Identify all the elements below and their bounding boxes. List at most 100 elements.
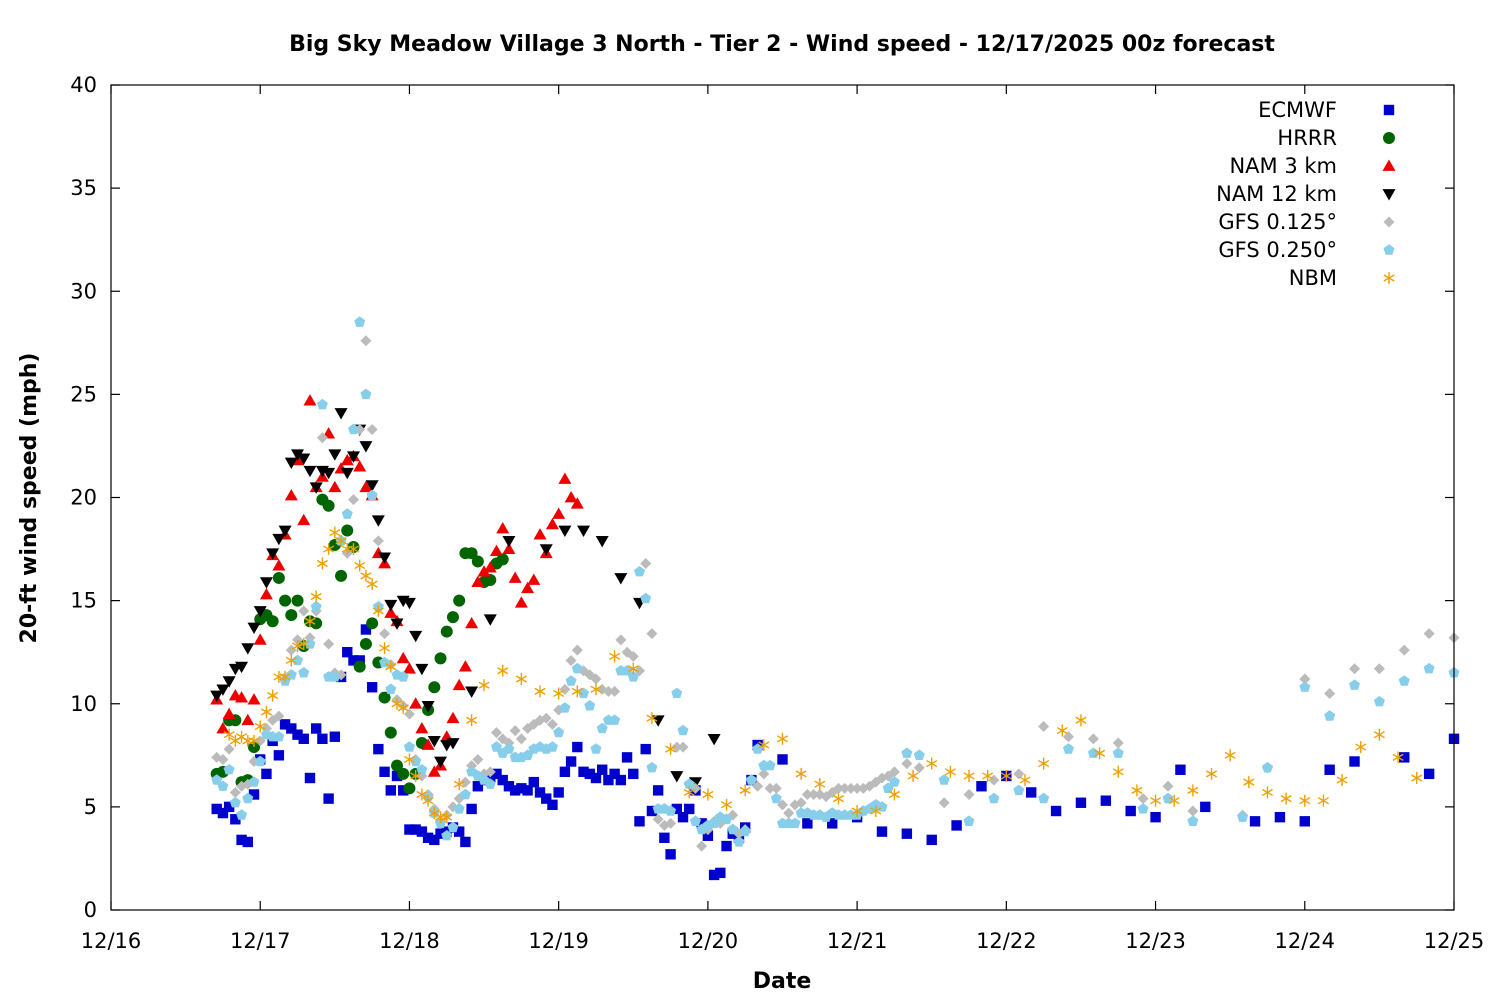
- data-point: [696, 840, 708, 852]
- data-point: [266, 615, 279, 628]
- data-point: [595, 535, 609, 548]
- data-point: [409, 697, 423, 709]
- data-point: [628, 768, 639, 780]
- data-point: [670, 771, 684, 783]
- data-point: [534, 685, 546, 698]
- data-point: [745, 774, 757, 785]
- data-point: [447, 821, 459, 833]
- data-point: [553, 687, 565, 700]
- data-point: [427, 765, 441, 777]
- data-point: [1336, 774, 1348, 787]
- data-point: [452, 678, 466, 691]
- data-point: [888, 788, 900, 801]
- data-point: [596, 722, 608, 734]
- data-point: [552, 507, 566, 519]
- data-point: [366, 578, 378, 591]
- data-point: [609, 768, 620, 780]
- data-point: [491, 768, 502, 780]
- data-point: [795, 767, 807, 780]
- data-point: [366, 682, 378, 693]
- data-point: [360, 388, 372, 400]
- x-tick-label: 12/22: [976, 929, 1037, 953]
- data-point: [621, 665, 633, 676]
- data-point: [752, 743, 764, 754]
- data-point: [471, 555, 484, 568]
- legend-marker: [1383, 104, 1395, 116]
- data-point: [310, 590, 322, 603]
- data-point: [211, 774, 223, 785]
- data-point: [484, 778, 496, 789]
- data-point: [870, 805, 882, 817]
- data-point: [1087, 733, 1099, 745]
- data-point: [322, 467, 336, 480]
- data-point: [304, 615, 316, 628]
- data-point: [259, 587, 273, 600]
- data-point: [346, 451, 360, 463]
- data-point: [484, 766, 496, 778]
- data-point: [651, 715, 665, 727]
- data-point: [514, 596, 528, 608]
- data-point: [534, 787, 546, 798]
- data-point: [316, 557, 328, 570]
- y-tick-label: 0: [84, 898, 97, 922]
- data-point: [851, 782, 863, 794]
- data-point: [702, 788, 714, 801]
- data-point: [390, 618, 404, 630]
- data-point: [427, 736, 441, 748]
- data-point: [1162, 792, 1174, 804]
- data-point: [247, 693, 261, 705]
- data-point: [216, 684, 230, 696]
- data-point: [248, 776, 260, 787]
- data-point: [696, 818, 707, 829]
- data-point: [385, 785, 396, 796]
- data-point: [1168, 794, 1180, 807]
- data-point: [640, 592, 652, 604]
- data-point: [590, 772, 602, 784]
- data-point: [465, 547, 478, 560]
- x-tick-label: 12/19: [528, 929, 589, 953]
- data-point: [353, 460, 367, 472]
- data-point: [515, 733, 527, 745]
- data-point: [379, 642, 391, 655]
- data-point: [323, 638, 335, 650]
- data-points: [210, 316, 1460, 881]
- data-point: [348, 423, 359, 435]
- data-point: [590, 743, 602, 754]
- data-point: [758, 739, 770, 751]
- data-point: [1349, 756, 1360, 767]
- data-point: [1317, 794, 1329, 807]
- data-point: [402, 662, 416, 674]
- data-point: [913, 749, 925, 760]
- data-point: [545, 517, 559, 530]
- data-point: [335, 569, 348, 582]
- data-point: [1013, 768, 1025, 780]
- data-point: [284, 457, 298, 469]
- data-point: [472, 753, 484, 765]
- data-point: [1299, 673, 1311, 685]
- data-point: [570, 497, 584, 509]
- data-point: [497, 664, 509, 677]
- data-point: [801, 789, 813, 800]
- data-point: [477, 565, 491, 577]
- data-point: [373, 743, 384, 755]
- series-gfs-0-250: [211, 316, 1460, 847]
- data-point: [1205, 767, 1218, 780]
- data-point: [310, 617, 323, 630]
- data-point: [614, 573, 628, 585]
- data-point: [707, 733, 721, 746]
- data-point: [434, 756, 448, 768]
- data-point: [1038, 757, 1050, 770]
- data-point: [913, 762, 925, 774]
- data-point: [1324, 687, 1336, 699]
- data-point: [683, 786, 695, 799]
- y-tick-label: 25: [70, 382, 97, 406]
- data-point: [533, 528, 547, 540]
- data-point: [384, 606, 398, 618]
- data-point: [665, 849, 676, 860]
- data-point: [938, 797, 950, 809]
- data-point: [428, 681, 441, 694]
- data-point: [478, 679, 490, 692]
- data-point: [292, 729, 303, 740]
- data-point: [242, 792, 254, 804]
